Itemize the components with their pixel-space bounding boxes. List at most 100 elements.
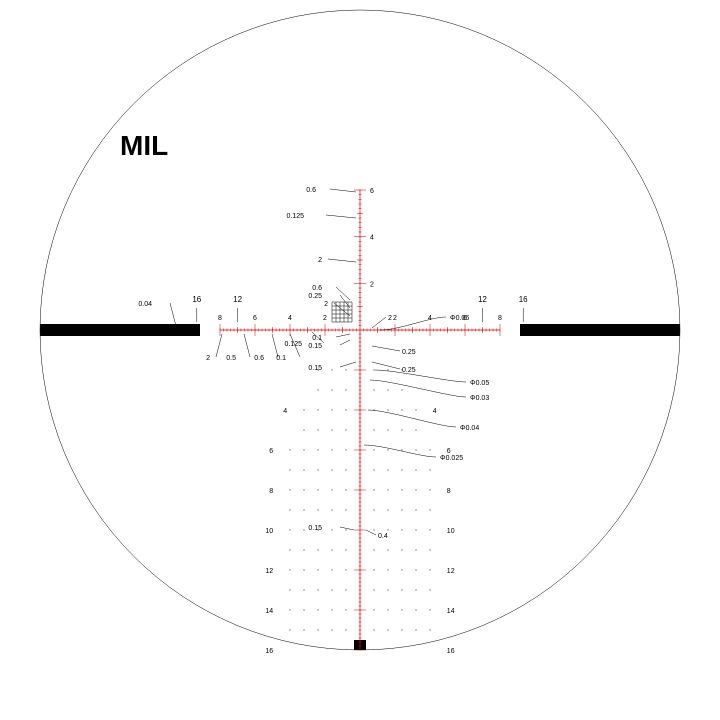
wind-dot <box>429 589 430 590</box>
wind-dot <box>345 509 346 510</box>
dim-callout: 0.04 <box>138 301 152 308</box>
wind-dot <box>303 629 304 630</box>
leader-line <box>244 334 250 357</box>
wind-dot <box>373 369 374 370</box>
wind-dot <box>415 609 416 610</box>
outer-tick-label: 16 <box>519 295 528 304</box>
leader-line <box>372 346 400 351</box>
wind-dot <box>401 589 402 590</box>
dim-callout: 0.6 <box>254 355 264 362</box>
wind-dot <box>401 529 402 530</box>
wind-dot <box>303 469 304 470</box>
dim-callout: 2 <box>318 257 322 264</box>
wind-dot <box>345 429 346 430</box>
wind-dot <box>317 509 318 510</box>
wind-dot <box>415 589 416 590</box>
wind-dot <box>303 569 304 570</box>
wind-dot <box>401 469 402 470</box>
wind-dot <box>289 509 290 510</box>
wind-dot <box>331 489 332 490</box>
wind-dot <box>415 429 416 430</box>
wind-dot <box>373 389 374 390</box>
wind-dot <box>331 529 332 530</box>
wind-dot <box>387 429 388 430</box>
post-left <box>32 324 200 336</box>
wind-dot <box>303 549 304 550</box>
wind-dot <box>373 589 374 590</box>
wind-dot <box>401 429 402 430</box>
wind-dot <box>415 489 416 490</box>
dim-callout: 0.125 <box>286 213 304 220</box>
wind-dot <box>331 469 332 470</box>
row-label: 8 <box>447 488 451 495</box>
wind-dot <box>317 429 318 430</box>
wind-dot <box>303 509 304 510</box>
outer-tick-label: 16 <box>192 295 201 304</box>
wind-dot <box>387 509 388 510</box>
wind-dot <box>303 409 304 410</box>
row-label: 14 <box>447 608 455 615</box>
wind-dot <box>331 649 332 650</box>
wind-dot <box>317 549 318 550</box>
wind-dot <box>289 649 290 650</box>
wind-dot <box>317 489 318 490</box>
wind-dot <box>415 569 416 570</box>
wind-dot <box>373 469 374 470</box>
wind-dot <box>331 369 332 370</box>
dim-callout: 0.1 <box>276 355 286 362</box>
wind-dot <box>331 589 332 590</box>
reticle-diagram: MIL1216121622446688246446688101012121414… <box>0 0 720 720</box>
wind-dot <box>373 629 374 630</box>
leader-line <box>340 362 356 367</box>
wind-dot <box>289 629 290 630</box>
wind-dot <box>387 409 388 410</box>
wind-dot <box>373 529 374 530</box>
wind-dot <box>331 449 332 450</box>
wind-dot <box>331 569 332 570</box>
leader-line <box>366 530 376 535</box>
dim-callout: 2 <box>324 301 328 308</box>
wind-dot <box>289 529 290 530</box>
wind-dot <box>373 609 374 610</box>
row-label: 8 <box>269 488 273 495</box>
wind-dot <box>415 449 416 450</box>
dim-callout: 0.4 <box>378 533 388 540</box>
wind-dot <box>429 509 430 510</box>
leader-line <box>372 317 386 328</box>
leader-line <box>328 259 356 262</box>
wind-dot <box>303 649 304 650</box>
outer-tick-label: 12 <box>478 295 487 304</box>
wind-dot <box>317 589 318 590</box>
phi-callout: Φ0.06 <box>450 315 469 322</box>
phi-callout: Φ0.05 <box>470 380 489 387</box>
wind-dot <box>387 489 388 490</box>
wind-dot <box>373 489 374 490</box>
wind-dot <box>401 509 402 510</box>
row-label: 10 <box>265 528 273 535</box>
leader-line <box>216 334 222 357</box>
wind-dot <box>345 489 346 490</box>
wind-dot <box>289 469 290 470</box>
dim-callout: 0.6 <box>306 187 316 194</box>
leader-line <box>326 215 356 218</box>
wind-dot <box>387 449 388 450</box>
leader-line <box>364 445 436 457</box>
leader-line <box>368 410 456 427</box>
wind-dot <box>429 549 430 550</box>
row-label: 16 <box>447 648 455 655</box>
wind-dot <box>303 489 304 490</box>
wind-dot <box>387 369 388 370</box>
title-label: MIL <box>120 130 168 161</box>
wind-dot <box>387 569 388 570</box>
wind-dot <box>303 589 304 590</box>
wind-dot <box>289 589 290 590</box>
wind-dot <box>289 609 290 610</box>
leader-line <box>170 303 176 326</box>
svg-text:4: 4 <box>370 235 374 242</box>
dim-callout: 0.15 <box>308 365 322 372</box>
wind-dot <box>401 409 402 410</box>
wind-dot <box>303 609 304 610</box>
wind-dot <box>373 569 374 570</box>
svg-text:4: 4 <box>428 315 432 322</box>
leader-line <box>340 340 350 345</box>
